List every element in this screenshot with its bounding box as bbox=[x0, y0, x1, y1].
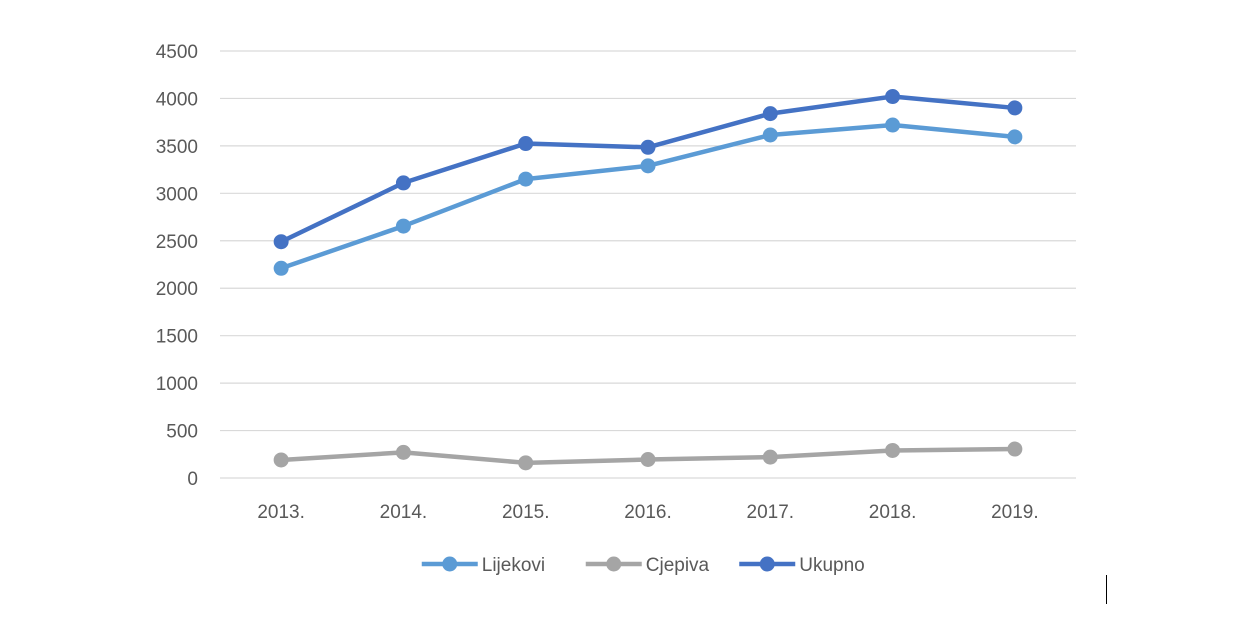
x-tick-label: 2017. bbox=[747, 502, 795, 523]
data-point bbox=[762, 127, 778, 143]
x-axis-ticks: 2013. 2014. 2015. 2016. 2017. 2018. 2019. bbox=[257, 502, 1038, 523]
data-point bbox=[395, 444, 411, 460]
y-tick-label: 4500 bbox=[156, 42, 198, 63]
x-tick-label: 2014. bbox=[380, 502, 428, 523]
y-tick-label: 3000 bbox=[156, 184, 198, 205]
data-point bbox=[273, 234, 289, 250]
x-tick-label: 2019. bbox=[991, 502, 1039, 523]
series-cjepiva bbox=[273, 441, 1023, 471]
data-point bbox=[640, 139, 656, 155]
x-tick-label: 2016. bbox=[624, 502, 672, 523]
data-point bbox=[273, 452, 289, 468]
legend-label: Cjepiva bbox=[646, 555, 710, 576]
legend-entry-cjepiva: Cjepiva bbox=[585, 555, 710, 576]
legend-marker bbox=[606, 556, 622, 572]
legend-label: Ukupno bbox=[799, 555, 865, 576]
legend: Lijekovi Cjepiva Ukupno bbox=[421, 555, 865, 576]
legend-entry-lijekovi: Lijekovi bbox=[421, 555, 545, 576]
data-point bbox=[273, 260, 289, 276]
data-point bbox=[885, 442, 901, 458]
data-point bbox=[1007, 100, 1023, 116]
series-lines bbox=[273, 89, 1023, 471]
data-point bbox=[395, 218, 411, 234]
series-lijekovi bbox=[273, 117, 1023, 276]
y-tick-label: 2500 bbox=[156, 232, 198, 253]
data-point bbox=[518, 455, 534, 471]
y-tick-label: 500 bbox=[166, 422, 198, 443]
data-point bbox=[1007, 129, 1023, 145]
y-tick-label: 1500 bbox=[156, 327, 198, 348]
series-ukupno bbox=[273, 89, 1023, 250]
gridlines bbox=[220, 50, 1076, 479]
text-cursor bbox=[1106, 575, 1107, 604]
legend-label: Lijekovi bbox=[482, 555, 545, 576]
y-tick-label: 1000 bbox=[156, 374, 198, 395]
y-tick-label: 0 bbox=[187, 469, 198, 490]
data-point bbox=[518, 136, 534, 152]
x-tick-label: 2013. bbox=[257, 502, 305, 523]
data-point bbox=[518, 171, 534, 187]
data-point bbox=[762, 106, 778, 122]
y-axis-ticks: 0 500 1000 1500 2000 2500 3000 3500 4000 4500 bbox=[156, 42, 198, 490]
x-tick-label: 2015. bbox=[502, 502, 550, 523]
x-tick-label: 2018. bbox=[869, 502, 917, 523]
data-point bbox=[885, 117, 901, 133]
data-point bbox=[640, 451, 656, 467]
data-point bbox=[885, 89, 901, 105]
legend-marker bbox=[759, 556, 775, 572]
y-tick-label: 3500 bbox=[156, 137, 198, 158]
data-point bbox=[640, 158, 656, 174]
data-point bbox=[762, 449, 778, 465]
legend-entry-ukupno: Ukupno bbox=[739, 555, 865, 576]
data-point bbox=[395, 175, 411, 191]
data-point bbox=[1007, 441, 1023, 457]
y-tick-label: 4000 bbox=[156, 89, 198, 110]
legend-marker bbox=[442, 556, 458, 572]
y-tick-label: 2000 bbox=[156, 279, 198, 300]
